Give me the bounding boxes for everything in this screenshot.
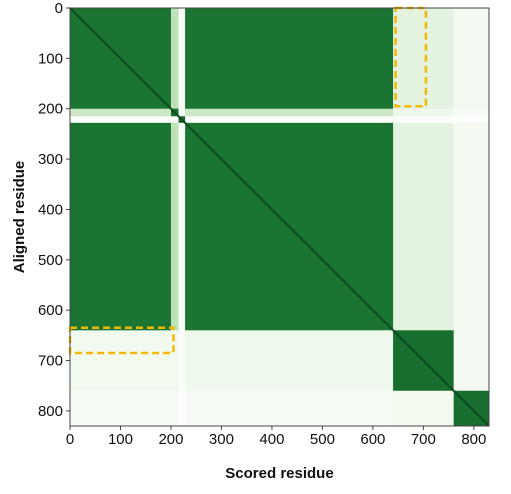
heatmap-cell: [70, 390, 172, 427]
x-tick-label: 200: [158, 431, 183, 448]
heatmap-cell: [70, 116, 172, 124]
heatmap-cell: [453, 8, 490, 110]
heatmap-cell: [453, 122, 490, 331]
y-tick-label: 500: [38, 252, 63, 269]
heatmap-cell: [178, 108, 186, 117]
heatmap-cell: [393, 122, 455, 331]
x-tick-label: 700: [411, 431, 436, 448]
heatmap-cell: [453, 330, 490, 392]
heatmap-cell: [70, 330, 172, 392]
x-tick-label: 400: [259, 431, 284, 448]
heatmap-cell: [393, 8, 455, 110]
heatmap-cell: [185, 108, 394, 117]
y-tick-label: 100: [38, 50, 63, 67]
heatmap-cell: [178, 8, 186, 110]
heatmap-cell: [453, 108, 490, 117]
heatmap-cell: [393, 116, 455, 124]
x-tick-label: 500: [310, 431, 335, 448]
plot-frame: [69, 7, 490, 427]
heatmap-cell: [170, 330, 180, 392]
x-axis: 0 100 200 300 400 500 600 700 800: [66, 426, 486, 448]
heatmap-cell: [393, 390, 455, 427]
y-tick-label: 300: [38, 151, 63, 168]
heatmap-cell: [185, 390, 394, 427]
heatmap-cell: [185, 116, 394, 124]
y-tick-label: 700: [38, 353, 63, 370]
x-tick-label: 800: [461, 431, 486, 448]
y-tick-label: 800: [38, 403, 63, 420]
x-tick-label: 600: [360, 431, 385, 448]
y-tick-label: 0: [55, 0, 63, 17]
heatmap-cell: [178, 122, 186, 331]
x-tick-label: 0: [66, 431, 74, 448]
heatmap-cell: [170, 116, 180, 124]
heatmap-cell: [170, 8, 180, 110]
heatmap-cell: [393, 108, 455, 117]
x-tick-label: 100: [108, 431, 133, 448]
y-axis: 0 100 200 300 400 500 600 700 800: [38, 0, 70, 420]
y-tick-label: 400: [38, 201, 63, 218]
x-tick-label: 300: [209, 431, 234, 448]
x-axis-title: Scored residue: [225, 465, 333, 482]
y-axis-title: Aligned residue: [11, 161, 28, 274]
heatmap-cell: [185, 330, 394, 392]
heatmap-cell: [178, 390, 186, 427]
heatmap-cell: [178, 330, 186, 392]
heatmap-cell: [453, 116, 490, 124]
heatmap-cell: [70, 108, 172, 117]
y-tick-label: 200: [38, 101, 63, 118]
heatmap-cell: [170, 122, 180, 331]
heatmap-cell: [70, 122, 172, 331]
heatmap-cell: [170, 390, 180, 427]
heatmap-cell: [185, 8, 394, 110]
y-tick-label: 600: [38, 302, 63, 319]
heatmap-diagonal: [69, 7, 490, 427]
